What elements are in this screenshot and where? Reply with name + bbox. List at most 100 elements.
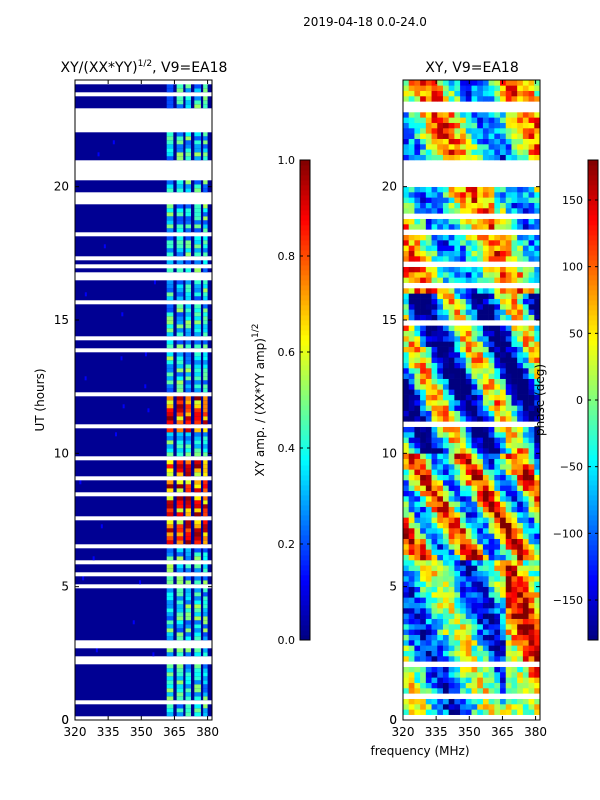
- phase-cell: [442, 202, 449, 209]
- phase-cell: [482, 474, 489, 481]
- amp-cell: [185, 428, 192, 433]
- colorbar-segment: [300, 510, 310, 516]
- amp-cell: [194, 380, 201, 385]
- phase-cell: [511, 506, 518, 513]
- amp-cell: [203, 500, 208, 505]
- phase-cell: [477, 336, 484, 342]
- phase-cell: [528, 586, 535, 593]
- amp-cell: [194, 100, 201, 105]
- phase-cell: [437, 480, 444, 486]
- amp-cell: [185, 472, 192, 477]
- phase-cell: [431, 240, 438, 246]
- phase-cell: [488, 672, 495, 678]
- phase-cell: [517, 293, 524, 299]
- phase-cell: [431, 346, 438, 353]
- phase-cell: [414, 245, 421, 251]
- amp-cell: [203, 328, 208, 333]
- amp-cell: [176, 156, 184, 161]
- amp-cell: [176, 500, 184, 505]
- phase-cell: [420, 90, 427, 97]
- phase-cell: [403, 144, 410, 150]
- phase-cell: [425, 192, 432, 198]
- amp-cell: [176, 412, 184, 417]
- phase-cell: [403, 688, 410, 694]
- amp-cell: [176, 484, 184, 489]
- phase-cell: [460, 560, 467, 566]
- phase-cell: [494, 656, 501, 662]
- phase-cell: [460, 538, 467, 545]
- phase-cell: [534, 154, 541, 161]
- amp-cell: [176, 512, 184, 517]
- phase-cell: [511, 672, 518, 678]
- phase-cell: [517, 656, 524, 662]
- phase-cell: [437, 293, 444, 299]
- amp-cell: [185, 552, 192, 557]
- phase-cell: [471, 96, 478, 102]
- phase-cell: [425, 549, 432, 555]
- phase-cell: [522, 469, 529, 475]
- amp-cell: [185, 268, 192, 273]
- amp-cell: [166, 464, 174, 469]
- phase-cell: [403, 90, 410, 97]
- amp-cell: [166, 604, 174, 609]
- colorbar-segment: [300, 555, 310, 561]
- phase-cell: [408, 288, 415, 294]
- phase-cell: [454, 240, 461, 246]
- amp-cell: [166, 376, 174, 381]
- phase-cell: [442, 704, 449, 710]
- colorbar-segment: [300, 480, 310, 486]
- phase-cell: [494, 426, 501, 433]
- phase-cell: [477, 672, 484, 678]
- amp-cell: [203, 668, 208, 673]
- phase-cell: [511, 197, 518, 203]
- phase-cell: [460, 640, 467, 646]
- phase-cell: [454, 128, 461, 134]
- phase-cell: [408, 672, 415, 678]
- phase-cell: [522, 325, 529, 331]
- phase-cell: [460, 506, 467, 513]
- gap-row: [75, 644, 212, 649]
- amp-cell: [176, 224, 184, 229]
- phase-cell: [408, 85, 415, 91]
- phase-cell: [448, 645, 455, 651]
- amp-cell: [194, 288, 201, 293]
- phase-cell: [488, 522, 495, 529]
- phase-cell: [431, 565, 438, 571]
- amp-row: [75, 368, 212, 373]
- amp-cell: [176, 588, 184, 593]
- phase-cell: [517, 149, 524, 155]
- phase-cell: [522, 224, 529, 230]
- colorbar-segment: [300, 535, 310, 541]
- phase-cell: [517, 501, 524, 507]
- amp-cell: [185, 144, 192, 149]
- phase-cell: [425, 384, 432, 390]
- phase-cell: [534, 608, 541, 614]
- phase-cell: [488, 266, 495, 273]
- amp-row: [75, 436, 212, 441]
- phase-cell: [522, 250, 529, 257]
- phase-cell: [425, 80, 432, 86]
- phase-cell: [482, 80, 489, 86]
- phase-cell: [425, 298, 432, 305]
- amp-cell: [176, 672, 184, 677]
- phase-cell: [408, 90, 415, 97]
- phase-cell: [431, 128, 438, 134]
- phase-cell: [500, 149, 507, 155]
- amp-cell: [166, 704, 174, 709]
- phase-cell: [431, 485, 438, 491]
- phase-cell: [528, 688, 535, 694]
- phase-cell: [482, 410, 489, 417]
- phase-cell: [482, 469, 489, 475]
- amp-cell: [176, 180, 184, 185]
- amp-cell: [203, 548, 208, 553]
- phase-cell: [403, 592, 410, 598]
- phase-cell: [482, 330, 489, 337]
- phase-cell: [517, 666, 524, 673]
- colorbar-segment: [588, 285, 598, 291]
- phase-cell: [482, 437, 489, 443]
- phase-cell: [454, 698, 461, 705]
- phase-cell: [408, 480, 415, 486]
- phase-cell: [414, 330, 421, 337]
- phase-cell: [403, 405, 410, 411]
- phase-cell: [454, 357, 461, 363]
